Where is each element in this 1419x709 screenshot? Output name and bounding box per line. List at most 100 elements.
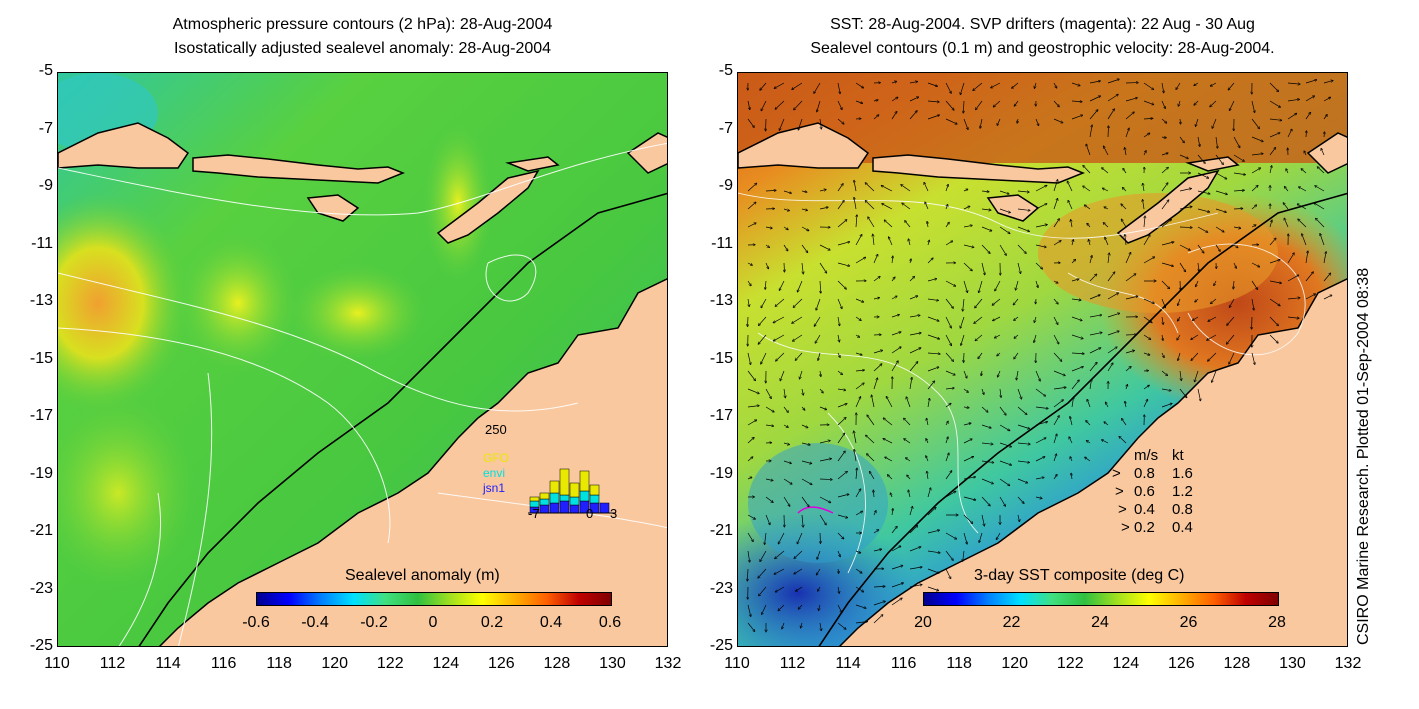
sst-colorbar-tick: 28 bbox=[1268, 614, 1286, 631]
inset-legend-gfo: GFO bbox=[483, 451, 509, 465]
velocity-vector bbox=[819, 514, 826, 525]
velocity-vector bbox=[778, 532, 785, 544]
velocity-vector bbox=[759, 586, 767, 596]
velocity-vector bbox=[794, 550, 803, 558]
velocity-vector bbox=[1104, 146, 1109, 156]
velocity-legend-kt: 0.4 bbox=[1172, 519, 1193, 536]
velocity-vector bbox=[1161, 352, 1164, 357]
velocity-vector bbox=[819, 388, 823, 393]
velocity-vector bbox=[1178, 352, 1181, 360]
velocity-vector bbox=[1179, 388, 1187, 397]
velocity-vector bbox=[837, 100, 842, 109]
velocity-vector bbox=[1107, 293, 1118, 300]
right-xtick: 126 bbox=[1168, 655, 1195, 672]
velocity-vector bbox=[1197, 190, 1210, 194]
wetar-land bbox=[505, 156, 560, 172]
velocity-vector bbox=[779, 118, 785, 130]
velocity-vector bbox=[885, 457, 893, 462]
velocity-vector bbox=[1071, 279, 1079, 282]
velocity-vector bbox=[1144, 216, 1145, 228]
velocity-vector bbox=[1299, 187, 1307, 192]
velocity-arrow-icon: > bbox=[1115, 483, 1124, 500]
velocity-vector bbox=[991, 82, 1001, 88]
velocity-vector bbox=[820, 280, 821, 293]
velocity-vector bbox=[1287, 275, 1298, 282]
velocity-vector bbox=[1014, 334, 1019, 338]
velocity-vector bbox=[855, 550, 860, 553]
velocity-vector bbox=[837, 118, 844, 124]
velocity-vector bbox=[1161, 183, 1168, 192]
velocity-vector bbox=[963, 388, 968, 392]
left-xtick: 120 bbox=[321, 655, 349, 672]
velocity-vector bbox=[783, 208, 789, 211]
velocity-vector bbox=[1017, 208, 1030, 210]
shelf-contour bbox=[138, 192, 667, 646]
velocity-vector bbox=[873, 277, 880, 282]
velocity-vector bbox=[1287, 298, 1300, 299]
velocity-vector bbox=[1035, 497, 1042, 498]
velocity-vector bbox=[1125, 235, 1126, 246]
velocity-vector bbox=[873, 100, 878, 101]
velocity-vector bbox=[1269, 298, 1280, 306]
velocity-vector bbox=[1269, 133, 1280, 138]
sst-tanimbar-land bbox=[1306, 132, 1347, 174]
velocity-vector bbox=[1207, 334, 1217, 340]
velocity-vector bbox=[999, 208, 1010, 213]
velocity-vector bbox=[927, 471, 928, 480]
timor-land bbox=[436, 169, 540, 244]
velocity-vector bbox=[854, 181, 857, 192]
velocity-vector bbox=[802, 388, 803, 395]
right-ytick: -15 bbox=[709, 349, 733, 367]
sealevel-anomaly-map bbox=[57, 72, 668, 647]
velocity-vector bbox=[747, 262, 752, 265]
velocity-vector bbox=[1251, 205, 1256, 210]
velocity-vector bbox=[747, 352, 751, 364]
velocity-vector bbox=[1017, 191, 1029, 192]
velocity-vector bbox=[1215, 190, 1227, 194]
velocity-vector bbox=[1197, 136, 1200, 146]
velocity-vector bbox=[1034, 316, 1037, 322]
velocity-vector bbox=[761, 298, 767, 308]
velocity-vector bbox=[1119, 437, 1127, 444]
velocity-vector bbox=[1143, 316, 1152, 323]
inset-bar bbox=[539, 498, 550, 506]
velocity-vector bbox=[927, 82, 937, 86]
velocity-vector bbox=[1089, 333, 1102, 336]
velocity-vector bbox=[891, 296, 897, 300]
velocity-vector bbox=[1251, 186, 1258, 192]
velocity-vector bbox=[873, 364, 882, 372]
velocity-vector bbox=[975, 298, 983, 308]
left-xtick: 118 bbox=[266, 655, 292, 672]
velocity-vector bbox=[801, 478, 812, 484]
velocity-vector bbox=[1069, 437, 1073, 444]
velocity-vector bbox=[1035, 457, 1045, 462]
velocity-vector bbox=[1193, 316, 1199, 320]
velocity-vector bbox=[1053, 416, 1059, 426]
velocity-vector bbox=[817, 550, 821, 559]
velocity-vector bbox=[1233, 227, 1241, 228]
velocity-vector bbox=[1143, 100, 1154, 105]
velocity-vector bbox=[1180, 370, 1181, 380]
velocity-vector bbox=[927, 279, 936, 282]
velocity-vector bbox=[1143, 200, 1145, 210]
velocity-vector bbox=[945, 241, 952, 246]
velocity-vector bbox=[1012, 82, 1019, 88]
velocity-vector bbox=[765, 262, 768, 269]
velocity-arrow-icon: > bbox=[1112, 465, 1121, 482]
velocity-vector bbox=[873, 549, 881, 552]
velocity-vector bbox=[775, 100, 785, 109]
velocity-vector bbox=[837, 316, 840, 326]
velocity-vector bbox=[1053, 454, 1056, 462]
velocity-vector bbox=[1143, 385, 1149, 390]
velocity-vector bbox=[1035, 280, 1038, 287]
velocity-vector bbox=[794, 568, 803, 574]
velocity-vector bbox=[1089, 348, 1101, 354]
velocity-vector bbox=[1269, 148, 1275, 156]
velocity-vector bbox=[963, 244, 974, 247]
inset-bar bbox=[559, 500, 570, 514]
velocity-vector bbox=[765, 388, 771, 398]
velocity-vector bbox=[882, 204, 893, 210]
velocity-vector bbox=[747, 457, 753, 462]
sst-timor-land bbox=[1116, 169, 1220, 244]
velocity-vector bbox=[1286, 169, 1289, 174]
